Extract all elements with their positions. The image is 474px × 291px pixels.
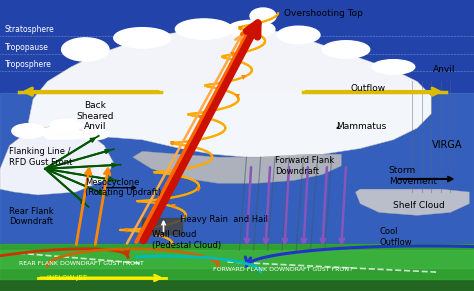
Text: Stratosphere: Stratosphere — [5, 26, 55, 34]
Text: REAR FLANK DOWNDRAFT GUST FRONT: REAR FLANK DOWNDRAFT GUST FRONT — [19, 261, 144, 266]
Text: Anvil: Anvil — [433, 65, 455, 74]
Ellipse shape — [277, 26, 320, 44]
Text: Overshooting Top: Overshooting Top — [284, 9, 363, 17]
Polygon shape — [28, 26, 431, 157]
Polygon shape — [133, 151, 341, 183]
Text: Forward Flank
Downdraft: Forward Flank Downdraft — [275, 156, 334, 175]
Text: Wall Cloud
(Pedestal Cloud): Wall Cloud (Pedestal Cloud) — [152, 230, 221, 250]
Text: Outflow: Outflow — [351, 84, 386, 93]
Polygon shape — [356, 189, 469, 215]
Text: Troposphere: Troposphere — [5, 61, 52, 69]
Ellipse shape — [228, 20, 275, 38]
Text: Tropopause: Tropopause — [5, 43, 49, 52]
Ellipse shape — [114, 28, 171, 48]
Text: Mesocyclone
(Rotating Updraft): Mesocyclone (Rotating Updraft) — [85, 178, 162, 197]
Ellipse shape — [250, 8, 276, 24]
Text: Storm
Movement: Storm Movement — [389, 166, 437, 186]
Text: Mammatus: Mammatus — [337, 122, 387, 131]
Ellipse shape — [12, 124, 45, 138]
Ellipse shape — [322, 41, 370, 58]
Ellipse shape — [372, 60, 415, 74]
Bar — [142, 218, 182, 234]
Text: Shelf Cloud: Shelf Cloud — [393, 201, 445, 210]
Ellipse shape — [81, 128, 109, 140]
Polygon shape — [0, 125, 114, 195]
Text: INFLOW JET: INFLOW JET — [47, 275, 87, 281]
Bar — [0, 244, 474, 279]
Ellipse shape — [175, 19, 232, 39]
Text: Flanking Line /
RFD Gust Front: Flanking Line / RFD Gust Front — [9, 148, 73, 167]
Bar — [0, 0, 474, 253]
Text: Heavy Rain  and Hail: Heavy Rain and Hail — [180, 215, 268, 224]
Text: Back
Sheared
Anvil: Back Sheared Anvil — [76, 102, 114, 131]
Text: Cool
Outflow: Cool Outflow — [379, 228, 412, 247]
Text: FORWARD FLANK DOWNDRAFT GUST FRONT: FORWARD FLANK DOWNDRAFT GUST FRONT — [213, 267, 353, 272]
Ellipse shape — [50, 119, 83, 131]
Bar — [0, 250, 474, 268]
Text: Rear Flank
Downdraft: Rear Flank Downdraft — [9, 207, 54, 226]
Text: VIRGA: VIRGA — [432, 141, 462, 150]
Bar — [0, 244, 474, 291]
Ellipse shape — [62, 38, 109, 61]
Bar — [0, 93, 474, 253]
